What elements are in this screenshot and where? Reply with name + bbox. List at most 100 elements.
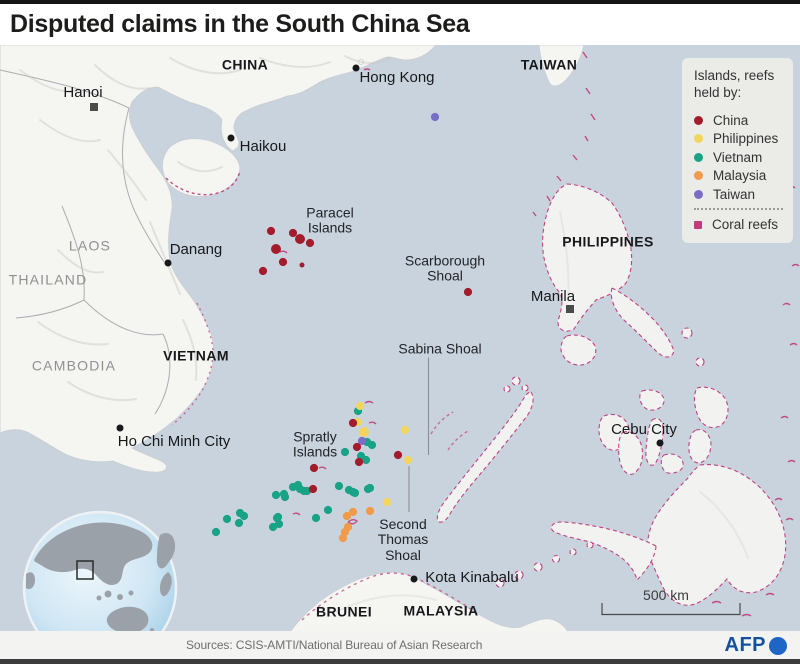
claim-dot-vietnam	[274, 519, 284, 529]
claim-dot-philippines	[400, 425, 410, 435]
claim-dots	[211, 112, 473, 543]
legend-item-coral-reefs: Coral reefs	[694, 215, 793, 234]
claim-dot-china	[305, 238, 315, 248]
city-marker-square	[90, 103, 98, 111]
footer: Sources: CSIS-AMTI/National Bureau of As…	[0, 631, 800, 659]
claim-dot-china	[393, 450, 403, 460]
legend-swatch-vietnam	[694, 152, 703, 162]
legend-items: China Philippines Vietnam Malaysia Taiwan	[694, 111, 793, 204]
map-svg	[0, 45, 800, 632]
claim-dot-china	[266, 226, 276, 236]
coral-reef-marks	[165, 51, 800, 621]
claim-dot-malaysia	[343, 522, 353, 532]
claim-dot-china	[288, 228, 298, 238]
legend-label-china: China	[713, 112, 749, 128]
legend-item-china: China	[694, 111, 793, 130]
legend-swatch-taiwan	[694, 189, 703, 199]
scale-bar-bracket	[601, 603, 741, 616]
claim-dot-malaysia	[338, 533, 348, 543]
legend-coral-label: Coral reefs	[712, 217, 779, 232]
infographic-title: Disputed claims in the South China Sea	[10, 10, 470, 38]
legend-divider	[694, 208, 783, 211]
legend-swatch-malaysia	[694, 171, 703, 180]
claim-dot-malaysia	[365, 506, 375, 516]
country-borders	[0, 69, 171, 415]
claim-dot-china	[258, 266, 268, 276]
claim-dot-philippines	[355, 401, 365, 411]
legend-label-philippines: Philippines	[713, 131, 779, 146]
top-black-bar	[0, 0, 800, 4]
bottom-dark-bar	[0, 659, 800, 664]
relief-texture	[19, 55, 749, 613]
claim-dot-vietnam	[293, 480, 303, 490]
claim-dot-vietnam	[279, 489, 289, 499]
landmass-philippines	[436, 183, 787, 606]
city-marker-dot	[352, 64, 360, 72]
claim-dot-china	[278, 257, 288, 267]
pointer-lines	[408, 357, 430, 512]
claim-dot-china	[295, 234, 305, 244]
claim-dot-china	[299, 262, 305, 268]
city-marker-dot	[227, 134, 235, 142]
claim-dot-philippines	[403, 455, 413, 465]
legend-swatch-china	[694, 115, 703, 125]
claim-dot-china	[352, 442, 362, 452]
claim-dot-vietnam	[340, 447, 350, 457]
city-marker-dot	[656, 439, 664, 447]
claim-dot-vietnam	[234, 518, 244, 528]
title-bar: Disputed claims in the South China Sea	[0, 4, 800, 45]
claim-dot-vietnam	[222, 514, 232, 524]
claim-dot-vietnam	[361, 455, 371, 465]
afp-logo-circle	[769, 636, 787, 655]
city-marker-dot	[116, 424, 124, 432]
claim-dot-taiwan	[430, 112, 440, 122]
claim-dot-china	[271, 244, 281, 254]
dots-malaysia	[338, 506, 375, 543]
dots-taiwan	[357, 112, 440, 446]
landmass-continent	[0, 45, 585, 632]
claim-dot-china	[463, 287, 473, 297]
claim-dot-philippines	[359, 427, 369, 437]
claim-dot-china	[309, 463, 319, 473]
claim-dot-china	[308, 484, 318, 494]
claim-dot-vietnam	[323, 505, 333, 515]
claim-dot-taiwan	[357, 436, 367, 446]
legend-swatch-philippines	[694, 134, 703, 143]
claim-dot-malaysia	[348, 507, 358, 517]
scale-label: 500 km	[643, 587, 689, 603]
globe-inset	[22, 510, 178, 632]
legend-item-philippines: Philippines	[694, 129, 793, 148]
claim-dot-vietnam	[367, 440, 377, 450]
legend-label-malaysia: Malaysia	[713, 168, 767, 183]
afp-logo: AFP	[724, 634, 787, 657]
dots-china	[258, 226, 473, 494]
claim-dot-vietnam	[299, 486, 309, 496]
claim-dot-china	[354, 457, 364, 467]
legend-label-vietnam: Vietnam	[713, 149, 763, 165]
claim-dot-vietnam	[211, 527, 221, 537]
dots-vietnam	[211, 406, 377, 537]
coral-reef-swatch	[694, 220, 702, 229]
city-marker-square	[566, 305, 574, 313]
sources-text: Sources: CSIS-AMTI/National Bureau of As…	[186, 638, 483, 652]
claim-dot-vietnam	[348, 487, 358, 497]
claim-dot-vietnam	[334, 481, 344, 491]
legend-title: Islands, reefs held by:	[694, 68, 775, 100]
claim-dot-malaysia	[342, 511, 352, 521]
map-canvas: Islands, reefs held by: China Philippines V…	[0, 45, 800, 632]
afp-logo-text: AFP	[724, 634, 766, 656]
legend-item-taiwan: Taiwan	[694, 185, 793, 204]
legend-item-vietnam: Vietnam	[694, 148, 793, 167]
claim-dot-vietnam	[271, 490, 281, 500]
city-marker-dot	[410, 575, 418, 583]
legend-label-taiwan: Taiwan	[713, 186, 756, 202]
legend-item-malaysia: Malaysia	[694, 166, 793, 185]
city-marker-dot	[164, 259, 172, 267]
claim-dot-china	[348, 418, 358, 428]
claim-dot-philippines	[382, 497, 392, 507]
scale-bar	[601, 603, 741, 616]
claim-dot-vietnam	[311, 513, 321, 523]
claim-dot-vietnam	[239, 511, 249, 521]
claim-dot-vietnam	[363, 484, 373, 494]
legend: Islands, reefs held by: China Philippines V…	[682, 58, 793, 243]
